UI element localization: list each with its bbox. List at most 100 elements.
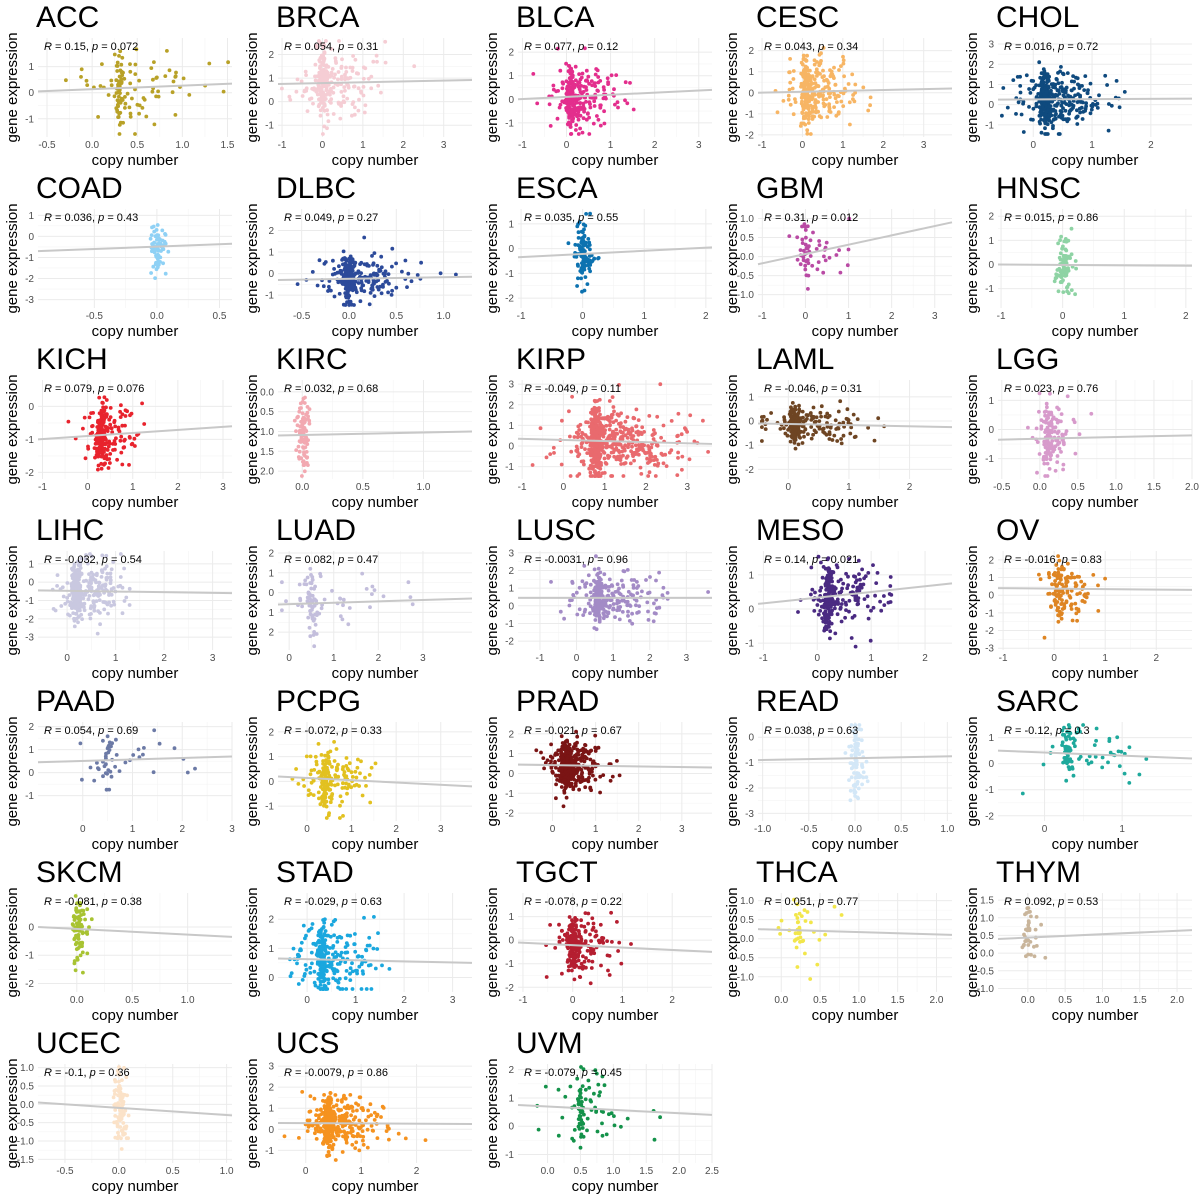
y-tick-label: -1 <box>505 118 514 129</box>
data-point <box>602 456 607 461</box>
data-point <box>372 294 377 298</box>
data-point <box>350 284 354 289</box>
data-point <box>82 608 87 613</box>
stat-p-symbol: p <box>581 383 588 395</box>
data-point <box>379 90 383 95</box>
data-point <box>609 73 614 78</box>
data-point <box>159 249 163 253</box>
data-point <box>800 409 805 414</box>
data-point <box>565 85 570 89</box>
data-point <box>317 102 322 107</box>
data-point <box>865 604 870 609</box>
data-point <box>609 450 614 455</box>
data-point <box>592 474 597 478</box>
data-point <box>1044 428 1048 432</box>
data-point <box>313 78 318 83</box>
data-point <box>654 578 658 583</box>
data-point <box>602 601 606 606</box>
data-point <box>841 58 846 63</box>
data-point <box>825 84 830 89</box>
data-point <box>325 112 330 117</box>
data-point <box>836 579 841 584</box>
data-point <box>108 581 113 586</box>
data-point <box>701 418 705 423</box>
data-point <box>347 271 351 276</box>
data-point <box>116 104 120 109</box>
data-point <box>320 62 325 66</box>
data-point <box>576 276 580 281</box>
data-point <box>560 86 565 91</box>
data-point <box>394 261 398 266</box>
data-point <box>104 437 108 442</box>
data-point <box>794 418 798 423</box>
y-tick-label: 0 <box>508 601 514 612</box>
data-point <box>837 68 841 72</box>
y-tick-label: 2 <box>268 226 274 237</box>
x-axis-label: copy number <box>572 494 659 511</box>
y-axis-label: gene expression <box>964 32 981 142</box>
y-tick-label: 0 <box>748 88 754 99</box>
data-point <box>1105 83 1109 87</box>
data-point <box>580 71 585 76</box>
y-axis-label: gene expression <box>244 374 261 484</box>
data-point <box>111 586 116 590</box>
data-point <box>1059 275 1064 279</box>
x-axis-label: copy number <box>572 665 659 682</box>
data-point <box>405 285 409 289</box>
data-point <box>326 73 331 78</box>
data-point <box>822 431 827 435</box>
data-point <box>822 605 826 610</box>
x-tick-label: -1 <box>38 482 47 493</box>
x-tick-label: 3 <box>684 653 690 664</box>
data-point <box>322 124 327 129</box>
data-point <box>639 472 644 476</box>
data-point <box>1064 85 1069 90</box>
data-point <box>115 108 119 113</box>
data-point <box>577 72 581 76</box>
data-point <box>133 72 138 76</box>
data-point <box>868 638 873 643</box>
data-point <box>130 96 134 101</box>
data-point <box>580 430 584 435</box>
data-point <box>337 39 341 43</box>
data-point <box>579 75 584 80</box>
data-point <box>791 112 796 117</box>
data-point <box>801 116 806 121</box>
data-point <box>335 83 340 87</box>
data-point <box>530 463 535 467</box>
data-point <box>812 85 817 90</box>
data-point <box>824 97 829 101</box>
data-point <box>818 609 823 613</box>
data-point <box>602 584 607 589</box>
data-point <box>365 262 369 266</box>
data-point <box>304 582 309 587</box>
data-point <box>1014 112 1018 116</box>
data-point <box>853 82 858 87</box>
x-tick-label: 0 <box>320 140 326 151</box>
data-point <box>123 101 128 106</box>
data-point <box>324 63 329 68</box>
data-point <box>571 82 576 87</box>
data-point <box>106 611 110 616</box>
data-point <box>620 610 625 614</box>
data-point <box>538 426 543 431</box>
data-point <box>552 451 556 455</box>
data-point <box>1064 102 1069 106</box>
data-point <box>1106 128 1111 133</box>
data-point <box>827 609 832 614</box>
data-point <box>1054 112 1058 116</box>
data-point <box>610 395 615 399</box>
data-point <box>104 398 109 402</box>
data-point <box>87 415 92 420</box>
data-point <box>152 248 157 253</box>
data-point <box>1061 440 1066 445</box>
x-tick-label: 0 <box>814 653 820 664</box>
data-point <box>869 608 873 613</box>
data-point <box>174 70 178 75</box>
data-point <box>308 597 312 601</box>
data-point <box>834 253 839 257</box>
data-point <box>611 602 616 606</box>
data-point <box>1088 81 1093 86</box>
data-point <box>83 456 88 461</box>
